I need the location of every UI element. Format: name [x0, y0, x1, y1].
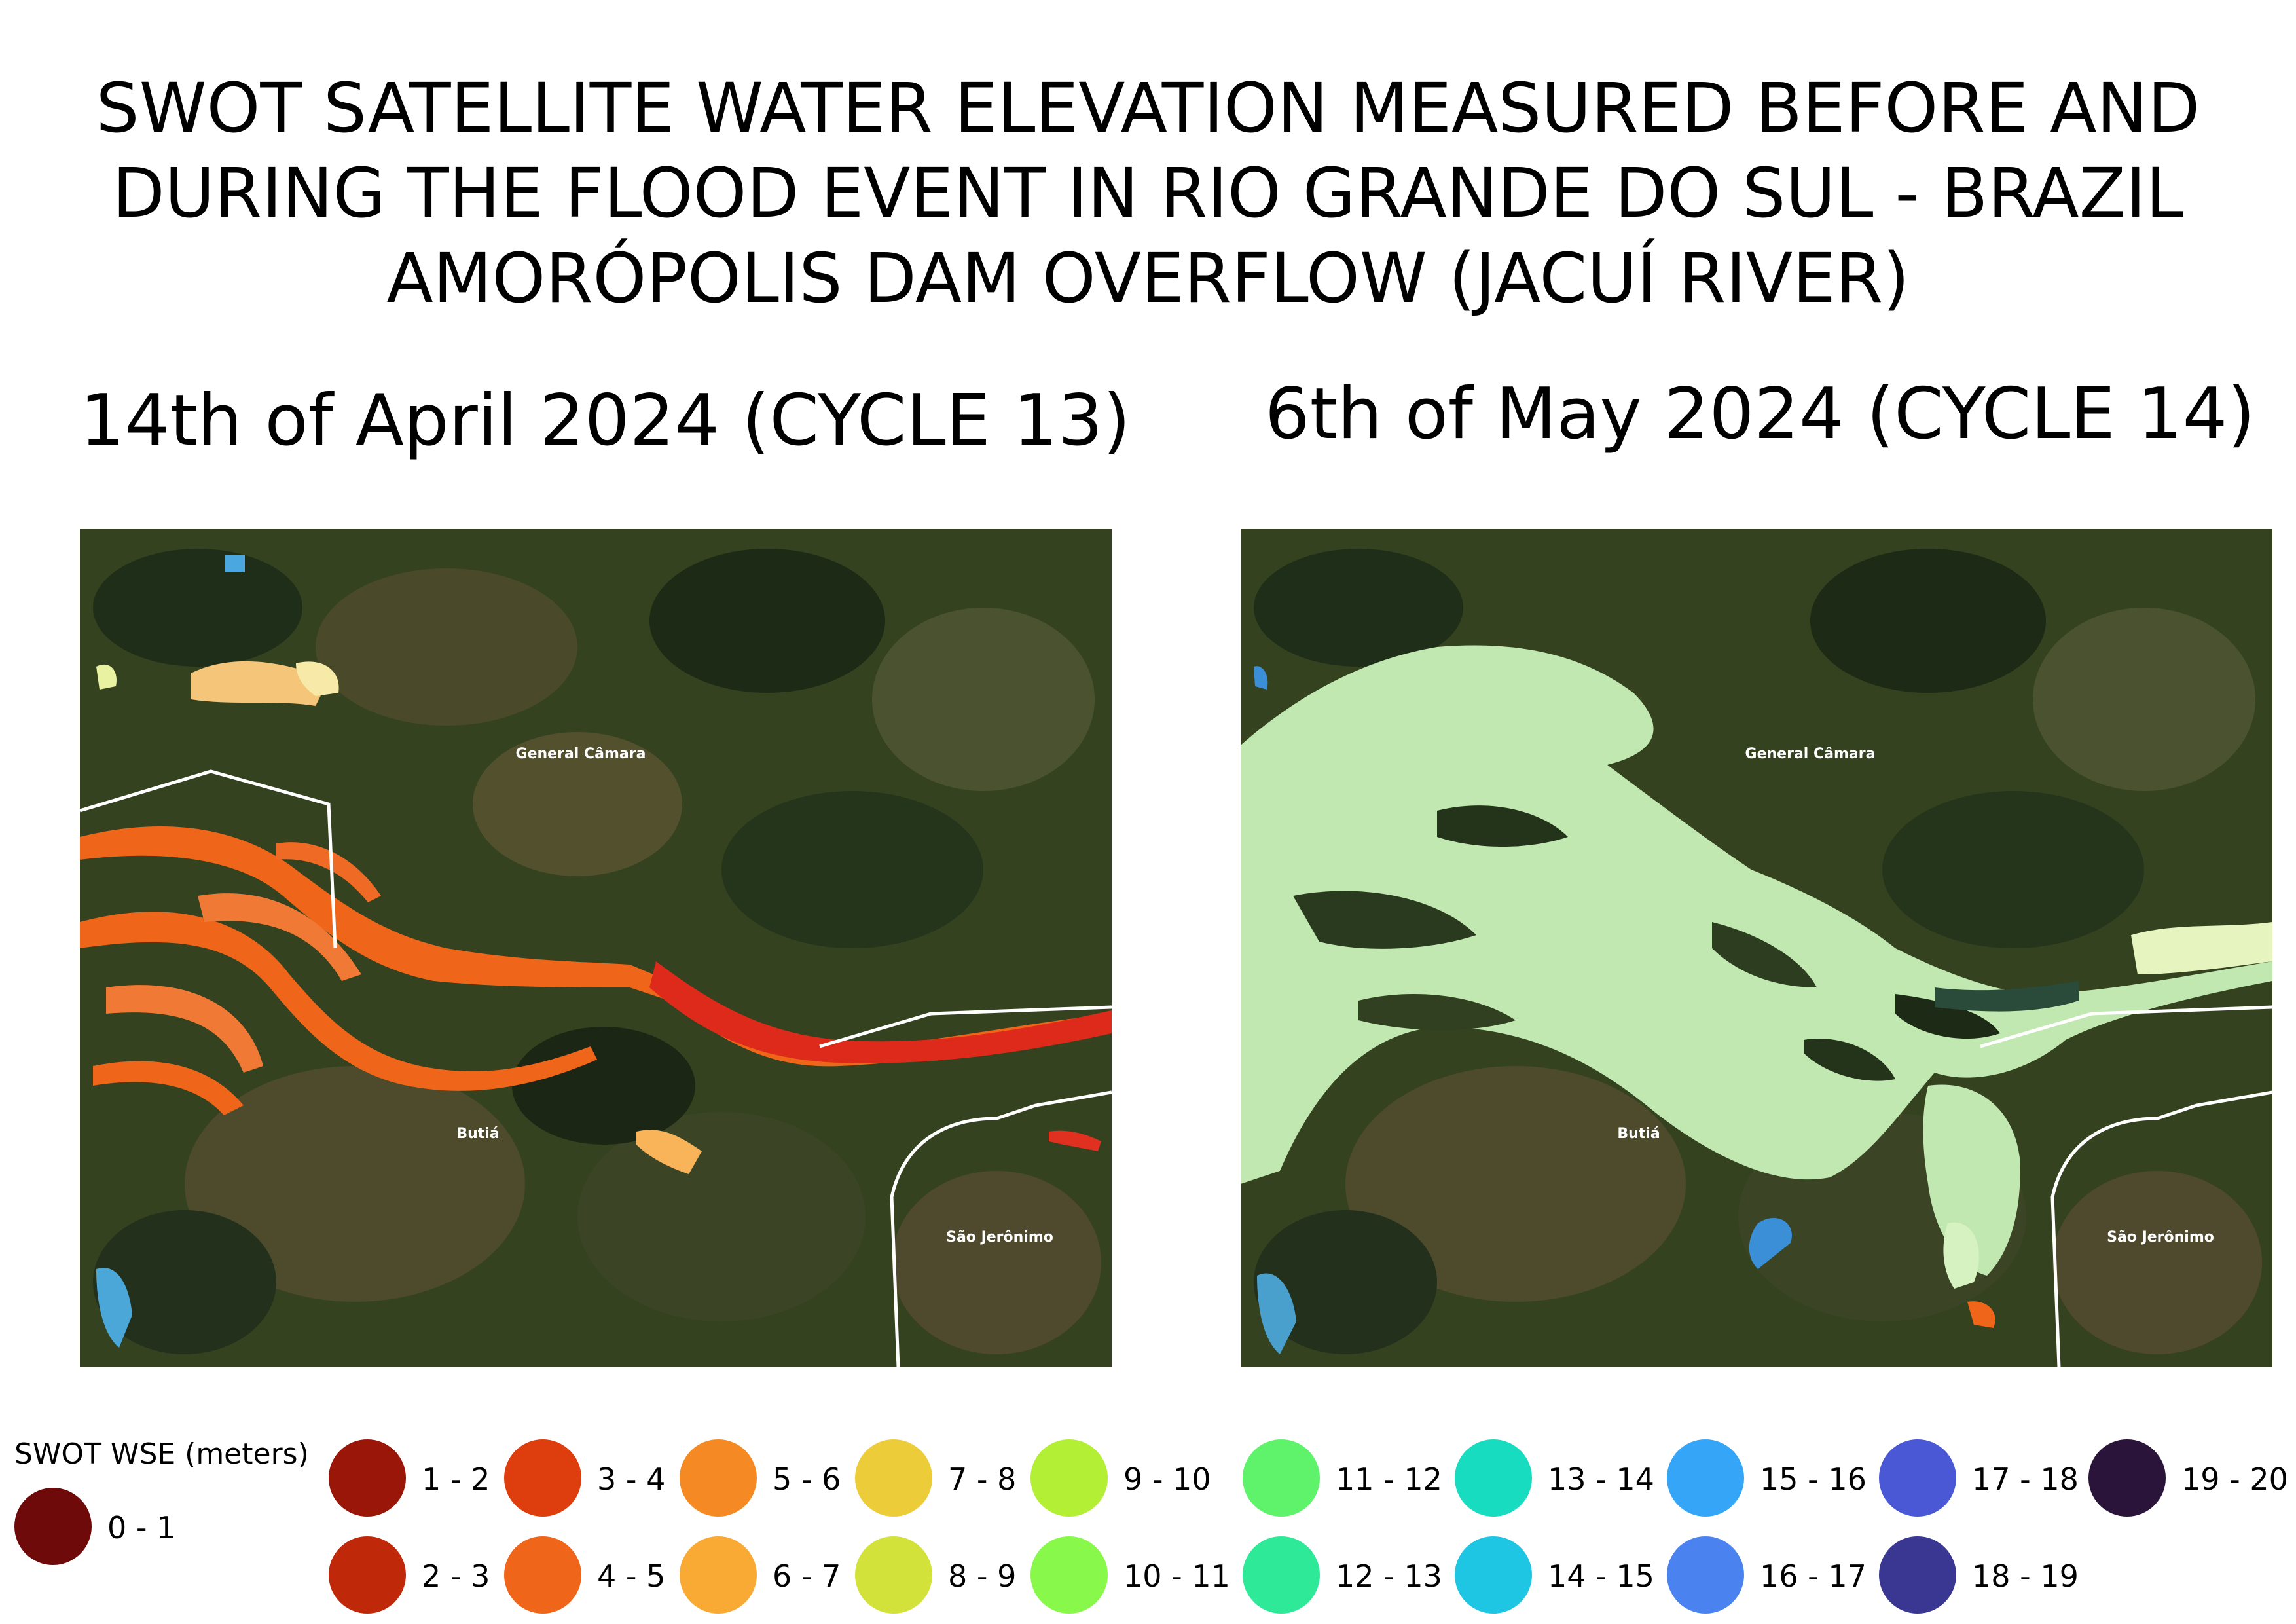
title-line-1: SWOT SATELLITE WATER ELEVATION MEASURED …: [96, 68, 2200, 148]
legend-swatch: [680, 1536, 757, 1614]
legend-swatch: [504, 1536, 581, 1614]
legend-swatch: [1879, 1439, 1956, 1517]
map-april-2024: General Câmara Butiá São Jerônimo: [80, 529, 1112, 1367]
legend-swatch: [1243, 1439, 1320, 1517]
legend-label: 19 - 20: [2181, 1462, 2288, 1497]
legend-swatch: [855, 1439, 932, 1517]
islands-in-flood: [1293, 805, 2000, 1081]
legend-label: 15 - 16: [1760, 1462, 1867, 1497]
legend-label: 0 - 1: [107, 1510, 176, 1545]
map-may-svg: General Câmara Butiá São Jerônimo: [1241, 529, 2272, 1367]
legend-label: 8 - 9: [948, 1559, 1017, 1594]
legend-swatch: [329, 1536, 406, 1614]
legend-swatch: [14, 1488, 92, 1565]
map-april-svg: General Câmara Butiá São Jerônimo: [80, 529, 1112, 1367]
legend-swatch: [1030, 1536, 1108, 1614]
municipal-boundaries: [1980, 1005, 2272, 1367]
place-general-camara: General Câmara: [1745, 746, 1876, 762]
terrain-patches: [93, 549, 1101, 1354]
place-sao-jeronimo: São Jerônimo: [946, 1229, 1053, 1246]
title-line-2: DURING THE FLOOD EVENT IN RIO GRANDE DO …: [112, 153, 2184, 233]
place-sao-jeronimo: São Jerônimo: [2107, 1229, 2214, 1246]
legend-swatch: [1455, 1536, 1532, 1614]
legend-label: 2 - 3: [422, 1559, 490, 1594]
legend-label: 10 - 11: [1123, 1559, 1230, 1594]
legend-swatch: [680, 1439, 757, 1517]
legend-label: 6 - 7: [773, 1559, 841, 1594]
legend-label: 1 - 2: [422, 1462, 490, 1497]
water-bodies-other: [96, 555, 1101, 1348]
legend-label: 5 - 6: [773, 1462, 841, 1497]
left-panel-date: 14th of April 2024 (CYCLE 13): [80, 380, 1131, 462]
place-general-camara: General Câmara: [516, 746, 646, 762]
legend-label: 9 - 10: [1123, 1462, 1211, 1497]
legend-label: 4 - 5: [597, 1559, 666, 1594]
legend-label: 17 - 18: [1972, 1462, 2079, 1497]
municipal-boundaries: [80, 769, 1112, 1367]
legend-swatch: [329, 1439, 406, 1517]
legend-swatch: [1667, 1536, 1744, 1614]
right-panel-date: 6th of May 2024 (CYCLE 14): [1265, 373, 2255, 455]
title-line-3: AMORÓPOLIS DAM OVERFLOW (JACUÍ RIVER): [386, 238, 1910, 318]
legend-swatch: [1455, 1439, 1532, 1517]
legend-swatch: [504, 1439, 581, 1517]
legend-label: 18 - 19: [1972, 1559, 2079, 1594]
legend-swatch: [1243, 1536, 1320, 1614]
flood-extent: [1241, 645, 2272, 1289]
legend-label: 7 - 8: [948, 1462, 1017, 1497]
legend-swatch: [855, 1536, 932, 1614]
legend-label: 3 - 4: [597, 1462, 666, 1497]
map-may-2024: General Câmara Butiá São Jerônimo: [1241, 529, 2272, 1367]
legend-swatch: [1030, 1439, 1108, 1517]
legend-label: 16 - 17: [1760, 1559, 1867, 1594]
figure-title: SWOT SATELLITE WATER ELEVATION MEASURED …: [0, 65, 2296, 321]
legend-label: 12 - 13: [1336, 1559, 1442, 1594]
legend-label: 14 - 15: [1548, 1559, 1654, 1594]
legend-label: 11 - 12: [1336, 1462, 1442, 1497]
legend-label: 13 - 14: [1548, 1462, 1654, 1497]
place-butia: Butiá: [1617, 1126, 1660, 1142]
legend-swatch: [2088, 1439, 2166, 1517]
legend-title: SWOT WSE (meters): [14, 1437, 309, 1471]
legend-swatch: [1667, 1439, 1744, 1517]
place-butia: Butiá: [456, 1126, 499, 1142]
river-water: [80, 826, 1112, 1115]
water-bodies-other: [1254, 666, 2079, 1354]
legend-swatch: [1879, 1536, 1956, 1614]
